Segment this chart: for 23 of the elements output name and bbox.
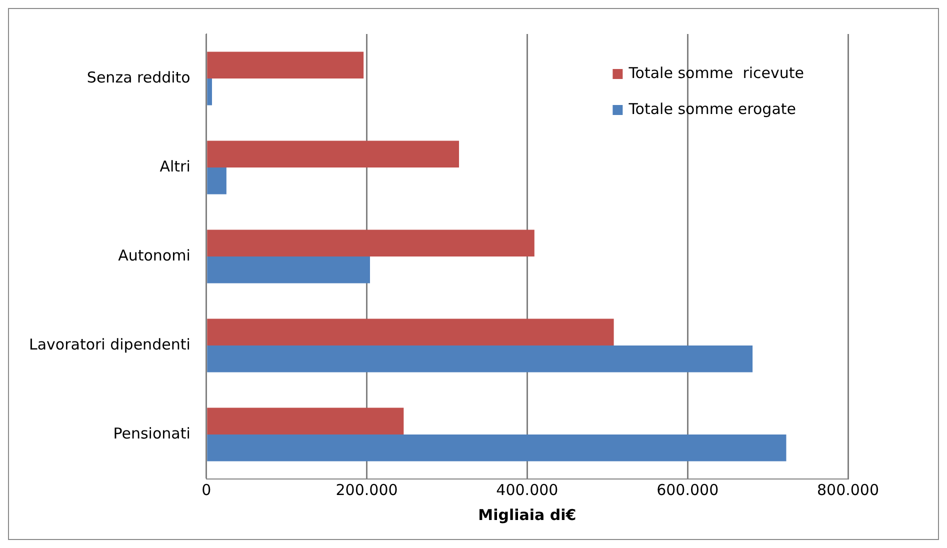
bar: [207, 408, 404, 434]
legend-label: Totale somme ricevute: [628, 64, 804, 82]
bar: [207, 168, 226, 194]
bar: [207, 318, 614, 346]
bar: [207, 52, 364, 78]
y-tick-label: Autonomi: [118, 246, 190, 264]
y-tick-label: Lavoratori dipendenti: [29, 335, 190, 354]
x-tick-label: 0: [202, 480, 212, 499]
y-tick-label: Pensionati: [113, 424, 190, 442]
bar: [207, 256, 370, 284]
x-tick-label: 600.000: [656, 480, 719, 499]
x-tick-label: 200.000: [336, 480, 398, 499]
bar: [207, 230, 534, 256]
legend-label: Totale somme erogate: [628, 100, 796, 118]
y-tick-label: Senza reddito: [86, 68, 190, 86]
x-tick-label: 400.000: [496, 480, 558, 499]
x-axis-title: Migliaia di€: [478, 506, 576, 524]
bar: [207, 78, 212, 106]
y-tick-label: Altri: [160, 157, 190, 176]
bar: [207, 140, 460, 168]
x-tick-label: 800.000: [816, 480, 880, 499]
bar: [207, 346, 753, 372]
bar: [207, 434, 786, 462]
